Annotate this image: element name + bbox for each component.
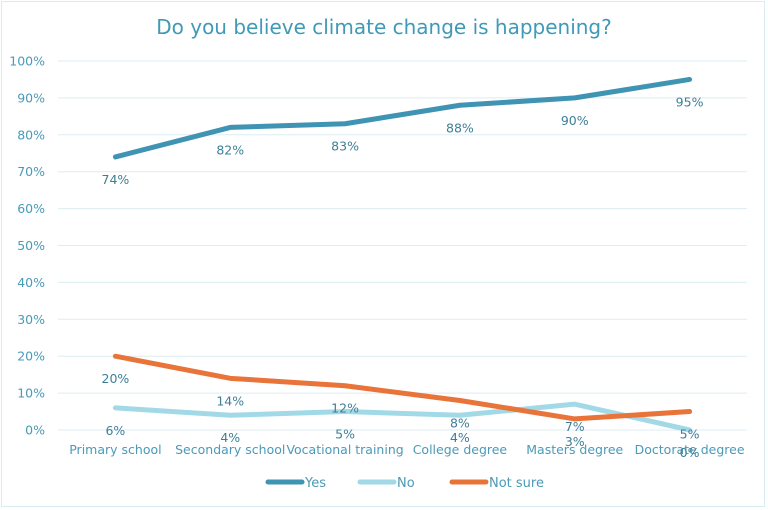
data-label: 14% <box>216 393 244 408</box>
legend: Yes No Not sure <box>265 476 544 491</box>
y-tick-label: 70% <box>17 164 45 179</box>
data-label: 5% <box>335 427 355 442</box>
y-tick-label: 30% <box>17 312 45 327</box>
y-tick-label: 20% <box>17 349 45 364</box>
x-tick-label: Vocational training <box>286 442 403 457</box>
data-label: 82% <box>216 142 244 157</box>
y-tick-label: 90% <box>17 90 45 105</box>
legend-label: Yes <box>304 476 326 491</box>
gridlines <box>58 60 747 431</box>
data-label: 4% <box>220 430 240 445</box>
series-line-not-sure <box>112 353 693 422</box>
y-tick-label: 50% <box>17 238 45 253</box>
data-labels: 74% 82% 83% 88% 90% 95% 6% 4% 5% 4% 7% 0% 20% 14% 12% 8… <box>102 94 704 460</box>
x-tick-label: College degree <box>413 442 508 457</box>
legend-label: No <box>397 476 415 491</box>
data-label: 6% <box>105 423 125 438</box>
y-tick-label: 40% <box>17 275 45 290</box>
y-tick-label: 80% <box>17 127 45 142</box>
data-label: 95% <box>676 94 704 109</box>
series-lines <box>112 76 693 433</box>
y-tick-label: 0% <box>25 423 45 438</box>
y-tick-label: 10% <box>17 386 45 401</box>
data-label: 8% <box>450 415 470 430</box>
y-axis-ticks: 0% 10% 20% 30% 40% 50% 60% 70% 80% 90% 100% <box>9 54 45 438</box>
data-label: 0% <box>680 445 700 460</box>
y-tick-label: 60% <box>17 201 45 216</box>
y-tick-label: 100% <box>9 54 45 69</box>
data-label: 90% <box>561 113 589 128</box>
data-label: 88% <box>446 120 474 135</box>
x-tick-label: Primary school <box>69 442 161 457</box>
data-label: 5% <box>680 427 700 442</box>
x-tick-label: Secondary school <box>175 442 285 457</box>
data-label: 74% <box>102 172 130 187</box>
series-line-yes <box>112 76 693 160</box>
x-tick-label: Masters degree <box>526 442 623 457</box>
data-label: 83% <box>331 139 359 154</box>
legend-label: Not sure <box>489 476 544 491</box>
x-tick-label: Doctorate degree <box>635 442 745 457</box>
series-line-no <box>112 401 693 433</box>
data-label: 4% <box>450 430 470 445</box>
data-label: 7% <box>565 419 585 434</box>
data-label: 12% <box>331 401 359 416</box>
data-label: 3% <box>565 434 585 449</box>
chart-title: Do you believe climate change is happeni… <box>156 15 612 39</box>
data-label: 20% <box>102 371 130 386</box>
x-axis-ticks: Primary school Secondary school Vocational… <box>69 442 745 457</box>
